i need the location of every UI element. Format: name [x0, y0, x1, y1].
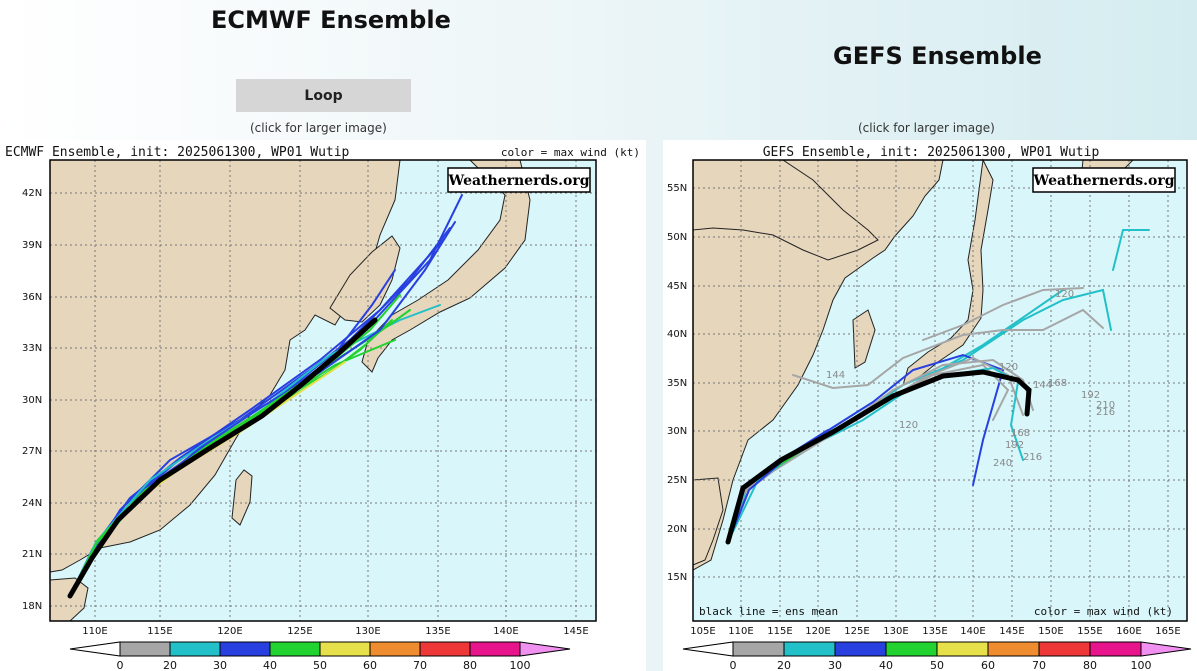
lon-tick: 130E — [355, 626, 380, 637]
lon-tick: 110E — [82, 626, 107, 637]
lon-tick: 105E — [690, 626, 715, 637]
lat-tick: 50N — [667, 232, 687, 243]
lon-tick: 135E — [922, 626, 947, 637]
colorbar-label: 100 — [1131, 659, 1152, 671]
colorbar-label: 80 — [1083, 659, 1097, 671]
hour-label: 120 — [899, 420, 918, 431]
colorbar-label: 70 — [413, 659, 427, 671]
gefs-mean-note: black line = ens mean — [699, 605, 838, 618]
lat-tick: 24N — [22, 498, 42, 509]
lat-tick: 27N — [22, 446, 42, 457]
ecmwf-colorbar: 0 20 30 40 50 60 70 80 100 — [69, 641, 571, 671]
lon-tick: 125E — [287, 626, 312, 637]
hour-label: 210 — [1096, 400, 1115, 411]
colorbar-label: 100 — [510, 659, 531, 671]
lat-tick: 45N — [667, 281, 687, 292]
gefs-heading: GEFS Ensemble — [833, 42, 1042, 70]
lon-tick: 155E — [1077, 626, 1102, 637]
lat-tick: 55N — [667, 183, 687, 194]
lon-tick: 115E — [147, 626, 172, 637]
lon-tick: 115E — [767, 626, 792, 637]
colorbar-label: 70 — [1032, 659, 1046, 671]
colorbar-label: 80 — [463, 659, 477, 671]
hour-label: 144 — [826, 370, 845, 381]
lat-tick: 35N — [667, 378, 687, 389]
loop-button[interactable]: Loop — [236, 79, 411, 112]
hour-label: 216 — [1096, 407, 1115, 418]
ecmwf-legend-note: color = max wind (kt) — [501, 146, 640, 159]
lon-tick: 135E — [425, 626, 450, 637]
lon-tick: 110E — [728, 626, 753, 637]
hour-label: 192 — [1005, 440, 1024, 451]
gefs-caption: (click for larger image) — [858, 121, 995, 135]
hour-label: 168 — [1048, 378, 1067, 389]
gefs-track-map[interactable]: GEFS Ensemble, init: 2025061300, WP01 Wu… — [663, 140, 1197, 671]
gefs-map-title: GEFS Ensemble, init: 2025061300, WP01 Wu… — [763, 145, 1100, 160]
lon-tick: 150E — [1038, 626, 1063, 637]
colorbar-label: 0 — [730, 659, 737, 671]
lon-tick: 145E — [999, 626, 1024, 637]
lon-tick: 165E — [1155, 626, 1180, 637]
lon-tick: 140E — [960, 626, 985, 637]
colorbar-label: 50 — [930, 659, 944, 671]
lat-tick: 42N — [22, 188, 42, 199]
ecmwf-track-map[interactable]: ECMWF Ensemble, init: 2025061300, WP01 W… — [0, 140, 646, 671]
ecmwf-map-title: ECMWF Ensemble, init: 2025061300, WP01 W… — [5, 145, 350, 160]
lat-tick: 18N — [22, 601, 42, 612]
lat-tick: 30N — [22, 395, 42, 406]
colorbar-label: 60 — [363, 659, 377, 671]
colorbar-label: 60 — [981, 659, 995, 671]
hour-label: 120 — [1055, 289, 1074, 300]
lon-tick: 145E — [563, 626, 588, 637]
colorbar-label: 20 — [777, 659, 791, 671]
colorbar-label: 20 — [163, 659, 177, 671]
colorbar-label: 40 — [879, 659, 893, 671]
colorbar-label: 40 — [263, 659, 277, 671]
gefs-legend-note: color = max wind (kt) — [1034, 605, 1173, 618]
ecmwf-map-area: Weathernerds.org — [49, 159, 597, 622]
lat-tick: 40N — [667, 329, 687, 340]
lon-tick: 130E — [883, 626, 908, 637]
hour-label: 240 — [993, 458, 1012, 469]
lat-tick: 25N — [667, 475, 687, 486]
gefs-watermark: Weathernerds.org — [1033, 173, 1175, 189]
lat-tick: 20N — [667, 524, 687, 535]
lon-tick: 140E — [493, 626, 518, 637]
ecmwf-watermark: Weathernerds.org — [448, 173, 590, 189]
lat-tick: 39N — [22, 240, 42, 251]
lon-tick: 120E — [217, 626, 242, 637]
hour-label: 144 — [1033, 380, 1052, 391]
colorbar-label: 0 — [117, 659, 124, 671]
hour-label: 168 — [1011, 428, 1030, 439]
lat-tick: 30N — [667, 426, 687, 437]
lat-tick: 33N — [22, 343, 42, 354]
lat-tick: 21N — [22, 549, 42, 560]
lon-tick: 120E — [805, 626, 830, 637]
colorbar-label: 30 — [213, 659, 227, 671]
ecmwf-heading: ECMWF Ensemble — [211, 6, 451, 34]
colorbar-label: 30 — [828, 659, 842, 671]
lon-tick: 125E — [844, 626, 869, 637]
lat-tick: 15N — [667, 572, 687, 583]
hour-label: 216 — [1023, 452, 1042, 463]
hour-label: 120 — [999, 362, 1018, 373]
hour-label: 192 — [1081, 390, 1100, 401]
gefs-colorbar: 0 20 30 40 50 60 70 80 100 — [682, 641, 1192, 671]
lon-tick: 160E — [1116, 626, 1141, 637]
ecmwf-caption: (click for larger image) — [250, 121, 387, 135]
colorbar-label: 50 — [313, 659, 327, 671]
lat-tick: 36N — [22, 292, 42, 303]
gefs-map-area: 120 144 120 168 192 216 210 168 192 216 … — [692, 158, 1188, 622]
